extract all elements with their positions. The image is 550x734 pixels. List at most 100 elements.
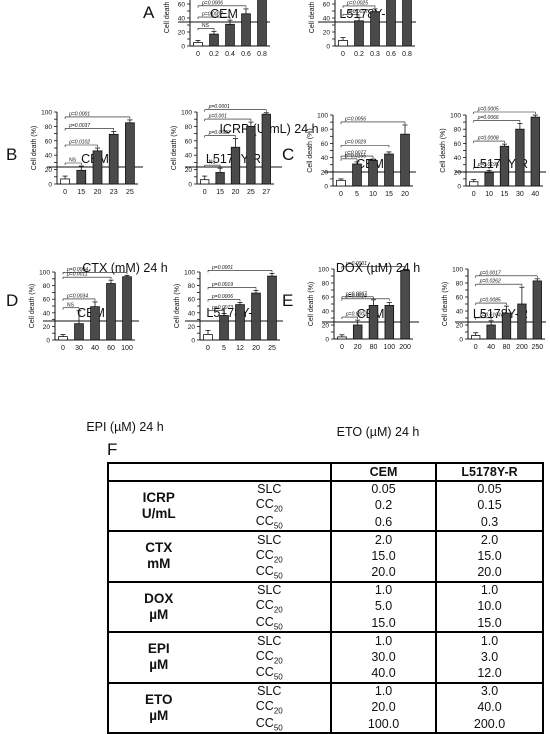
l5178y-value-cell: 1.0 <box>435 631 543 649</box>
y-tick-label: 0 <box>46 338 50 345</box>
x-tick-label: 25 <box>126 189 134 196</box>
bar <box>501 312 512 340</box>
y-tick-label: 0 <box>191 338 195 345</box>
bar <box>400 133 410 187</box>
cem-value-cell: 2.0 <box>329 530 437 548</box>
x-tick-label: 100 <box>383 344 395 351</box>
x-tick-label: 0.2 <box>354 51 364 58</box>
bar <box>108 133 119 185</box>
bar <box>530 116 540 187</box>
y-tick-label: 20 <box>188 324 196 331</box>
y-tick-label: 80 <box>322 281 330 288</box>
y-tick-label: 40 <box>178 16 186 23</box>
significance-label: p=0.0004 <box>66 267 88 273</box>
table-row: CTX mM SLC 2.0 2.0 <box>108 530 543 582</box>
panel-xlabel-d: EPI (µM) 24 h <box>86 420 163 434</box>
x-tick-label: 23 <box>110 189 118 196</box>
y-tick-label: 80 <box>454 127 462 134</box>
significance-label: p=0.0073 <box>211 305 233 311</box>
y-tick-label: 100 <box>39 270 50 277</box>
significance-label: p=0.0085 <box>479 298 501 304</box>
significance-label: NS <box>69 158 77 164</box>
x-tick-label: 60 <box>107 345 115 352</box>
bar <box>499 145 510 187</box>
y-tick-label: 20 <box>456 323 464 330</box>
x-tick-label: 0 <box>474 344 478 351</box>
x-tick-label: 0.3 <box>370 51 380 58</box>
y-tick-label: 60 <box>454 141 462 148</box>
bar <box>235 304 245 341</box>
y-tick-label: 40 <box>185 153 193 160</box>
x-tick-label: 0.4 <box>225 51 235 58</box>
x-tick-label: 27 <box>262 189 270 196</box>
x-tick-label: 0 <box>206 345 210 352</box>
parameter-cell: CC50 <box>255 564 283 581</box>
y-tick-label: 20 <box>178 30 186 37</box>
y-axis-label: Cell death (%) <box>308 282 315 326</box>
y-tick-label: 20 <box>454 169 462 176</box>
drug-cell: DOX µM <box>108 580 209 632</box>
y-tick-label: 80 <box>185 124 193 131</box>
cem-value-cell: 40.0 <box>329 665 437 683</box>
x-tick-label: 100 <box>121 345 133 352</box>
drug-cell: ICRP U/mL <box>108 479 209 531</box>
significance-label: p=0.0066 <box>477 115 499 121</box>
l5178y-value-cell: 40.0 <box>435 699 543 716</box>
panel-letter-d: D <box>6 291 18 310</box>
y-tick-label: 100 <box>41 110 52 117</box>
parameter-cell: SLC <box>208 580 331 598</box>
x-tick-label: 15 <box>501 191 509 198</box>
y-tick-label: 100 <box>452 267 463 274</box>
y-tick-label: 20 <box>321 169 329 176</box>
bar <box>386 0 396 47</box>
significance-label: p=0.0077 <box>344 151 366 157</box>
x-tick-label: 250 <box>531 344 543 351</box>
cem-value-cell: 0.05 <box>329 479 437 497</box>
table-row: CC50 0.6 0.3 <box>108 513 543 531</box>
significance-label: p=0.0025 <box>346 0 368 6</box>
x-tick-label: 200 <box>516 344 528 351</box>
y-tick-label: 20 <box>185 167 193 174</box>
significance-label: p=0.0001 <box>208 104 230 110</box>
table-row: EPI µM SLC 1.0 1.0 <box>108 631 543 683</box>
panel-xlabel-b: CTX (mM) 24 h <box>82 261 167 275</box>
parameter-cell: CC50 <box>255 715 283 733</box>
y-tick-label: 20 <box>323 30 331 37</box>
parameter-cell: CC50 <box>255 614 283 632</box>
y-axis-label: Cell death (%) <box>171 126 178 170</box>
y-tick-label: 80 <box>321 127 329 134</box>
bar <box>257 0 267 47</box>
l5178y-value-cell: 1.0 <box>435 580 543 598</box>
y-tick-label: 60 <box>185 138 193 145</box>
parameter-cell: CC50 <box>255 665 283 682</box>
y-tick-label: 60 <box>323 2 331 9</box>
drug-cell: ETO µM <box>108 681 209 733</box>
l5178y-value-cell: 0.3 <box>435 513 543 531</box>
significance-label: p=0.0011 <box>66 272 88 278</box>
significance-label: p=0.0017 <box>346 9 368 15</box>
parameter-cell: SLC <box>208 479 331 497</box>
x-tick-label: 25 <box>247 189 255 196</box>
x-tick-label: 0 <box>340 344 344 351</box>
bar <box>122 276 132 341</box>
y-tick-label: 60 <box>43 297 51 304</box>
significance-label: p=0.0017 <box>479 270 501 276</box>
cem-value-cell: 0.2 <box>329 497 437 514</box>
x-tick-label: 0 <box>339 191 343 198</box>
significance-label: p=0.0029 <box>344 140 366 146</box>
bar <box>125 122 135 185</box>
bar <box>370 11 380 47</box>
y-tick-label: 40 <box>45 153 53 160</box>
parameter-cell: SLC <box>208 631 331 649</box>
y-tick-label: 60 <box>178 2 186 9</box>
cem-value-cell: 5.0 <box>329 598 437 615</box>
bar <box>352 163 362 187</box>
x-tick-label: 80 <box>503 344 511 351</box>
x-tick-label: 20 <box>232 189 240 196</box>
y-tick-label: 80 <box>45 124 53 131</box>
cem-value-cell: 15.0 <box>329 547 437 564</box>
y-tick-label: 60 <box>188 297 196 304</box>
bar <box>76 169 87 185</box>
y-tick-label: 100 <box>450 113 461 120</box>
table-row: CC50 40.0 12.0 <box>108 665 543 683</box>
